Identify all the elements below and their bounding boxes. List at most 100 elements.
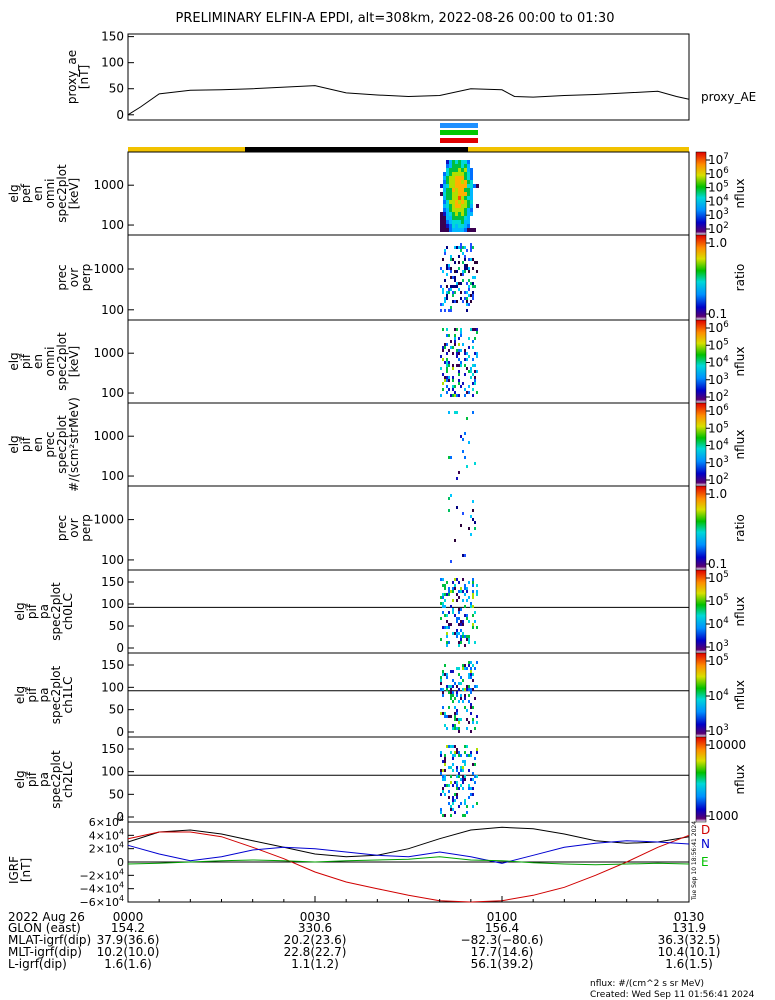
spectrogram-cell — [443, 204, 446, 208]
spectrogram-cell — [468, 270, 470, 273]
spectrogram-cell — [454, 261, 456, 264]
spectrogram-cell — [458, 196, 461, 200]
spectrogram-cell — [472, 258, 474, 261]
spectrogram-panels: 1000100elgpefenomnispec2plot[keV]1000100… — [7, 151, 690, 824]
spectrogram-ylabel-line: spec2plot — [55, 332, 69, 391]
spectrogram-ylabel-line: spec2plot — [49, 750, 63, 809]
spectrogram-cell — [456, 781, 458, 784]
spectrogram-cell — [474, 685, 476, 688]
spectrogram-cell — [450, 276, 452, 279]
spectrogram-cell — [472, 718, 474, 721]
spectrogram-cell — [462, 590, 464, 593]
spectrogram-cell — [466, 352, 468, 355]
spectrogram-cell — [442, 584, 444, 587]
spectrogram-cell — [464, 204, 467, 208]
spectrogram-cell — [458, 718, 460, 721]
spectrogram-cell — [440, 676, 442, 679]
spectrogram-cell — [450, 781, 452, 784]
spectrogram-cell — [458, 382, 460, 385]
spectrogram-cell — [466, 309, 468, 312]
spectrogram-cell — [461, 200, 464, 204]
spectrogram-cell — [462, 554, 464, 557]
spectrogram-cell — [472, 294, 474, 297]
spectrogram-cell — [440, 808, 442, 811]
spectrogram-cell — [454, 715, 456, 718]
spectrogram-cell — [472, 581, 474, 584]
spectrogram-cell — [446, 626, 448, 629]
spectrogram-cell — [458, 772, 460, 775]
spectrogram-ylabel-line: prec — [55, 264, 69, 290]
spectrogram-cell — [455, 168, 458, 172]
spectrogram-cell — [442, 688, 444, 691]
spectrogram-cell — [467, 184, 470, 188]
spectrogram-cell — [446, 164, 449, 168]
spectrogram-cell — [446, 635, 448, 638]
spectrogram-cell — [464, 180, 467, 184]
spectrogram-cell — [466, 590, 468, 593]
spectrogram-cell — [452, 632, 454, 635]
spectrogram-cell — [448, 456, 450, 459]
spectrogram-cell — [446, 715, 448, 718]
spectrogram-cell — [456, 477, 458, 480]
spectrogram-cell — [467, 224, 470, 228]
spectrogram-cell — [454, 385, 456, 388]
spectrogram-cell — [476, 685, 478, 688]
spectrogram-cell — [466, 638, 468, 641]
spectrogram-cell — [460, 802, 462, 805]
spectrogram-cell — [440, 309, 442, 312]
spectrogram-cell — [467, 196, 470, 200]
spectrogram-cell — [458, 394, 460, 397]
spectrogram-cell — [470, 376, 472, 379]
spectrogram-cell — [474, 276, 476, 279]
spectrogram-cell — [464, 200, 467, 204]
spectrogram-cell — [460, 364, 462, 367]
spectrogram-frame — [127, 151, 690, 236]
spectrogram-ytick-label: 150 — [101, 575, 124, 589]
spectrogram-cell — [461, 224, 464, 228]
colorbar-tick-label: 106 — [708, 166, 729, 181]
created-note: Created: Wed Sep 11 01:56:41 2024 — [590, 990, 755, 1000]
spectrogram-cell — [443, 212, 446, 216]
spectrogram-cell — [442, 691, 444, 694]
spectrogram-cell — [456, 620, 458, 623]
science-zone-indicators — [440, 123, 478, 143]
spectrogram-cell — [449, 196, 452, 200]
spectrogram-frame — [127, 485, 690, 571]
spectrogram-cell — [448, 715, 450, 718]
igrf-ytick-label: −6×104 — [80, 894, 124, 909]
spectrogram-cell — [450, 623, 452, 626]
spectrogram-ylabel-line: ch1LC — [61, 677, 75, 714]
spectrogram-cell — [449, 188, 452, 192]
spectrogram-ytick-label: 100 — [101, 386, 124, 400]
spectrogram-cell — [449, 204, 452, 208]
colorbar-tick-label: 103 — [708, 372, 729, 387]
igrf-legend-e: E — [701, 855, 709, 869]
spectrogram-cell — [444, 309, 446, 312]
spectrogram-ylabel-line: omni — [43, 179, 57, 209]
spectrogram-cell — [442, 611, 444, 614]
spectrogram-cell — [467, 192, 470, 196]
proxy-ae-y-axis: 150 100 50 0 — [101, 30, 134, 122]
spectrogram-cell — [472, 605, 474, 608]
spectrogram-cell — [442, 706, 444, 709]
spectrogram-cell — [440, 224, 443, 228]
spectrogram-cell — [460, 769, 462, 772]
spectrogram-cell — [464, 160, 467, 164]
spectrogram-cell — [458, 373, 460, 376]
spectrogram-cell — [470, 246, 472, 249]
spectrogram-cell — [470, 176, 473, 180]
spectrogram-cell — [476, 355, 478, 358]
spectrogram-cell — [462, 679, 464, 682]
spectrogram-cell — [470, 367, 472, 370]
spectrogram-cell — [455, 224, 458, 228]
colorbar-tick-label: 103 — [708, 455, 729, 470]
spectrogram-cell — [450, 590, 452, 593]
spectrogram-cell — [452, 802, 454, 805]
time-axis: 2022 Aug 26 0000 0030 0100 0130 — [8, 896, 704, 924]
spectrogram-cell — [448, 364, 450, 367]
proxy-ae-ylabel: proxy_ae[nT] — [65, 50, 91, 104]
ephemeris-table: GLON (east) 154.2 330.6 156.4 131.9MLAT-igrf… — [8, 921, 720, 971]
spectrogram-cell — [472, 590, 474, 593]
spectrogram-cell — [456, 599, 458, 602]
spectrogram-cell — [461, 208, 464, 212]
